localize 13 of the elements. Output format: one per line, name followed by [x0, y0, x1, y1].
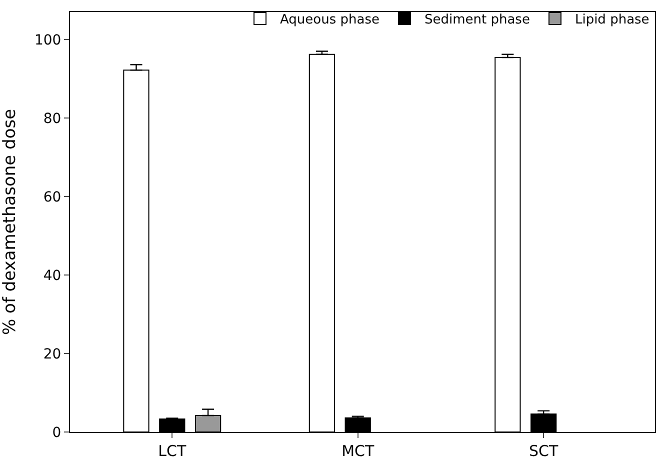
x-tick-label: SCT [528, 442, 559, 460]
x-tick-label: LCT [158, 442, 187, 460]
y-tick-label: 40 [43, 268, 62, 284]
x-tick-label: MCT [342, 442, 375, 460]
y-tick-label: 80 [43, 110, 62, 127]
y-axis-title: % of dexamethasone dose [0, 108, 20, 336]
legend-label: Aqueous phase [280, 12, 380, 28]
y-tick-label: 60 [43, 189, 62, 206]
y-tick-label: 100 [34, 32, 62, 48]
legend-label: Lipid phase [574, 12, 650, 28]
legend-label: Sediment phase [424, 12, 530, 28]
y-tick-label: 20 [43, 346, 62, 362]
y-tick-label: 0 [52, 424, 62, 441]
